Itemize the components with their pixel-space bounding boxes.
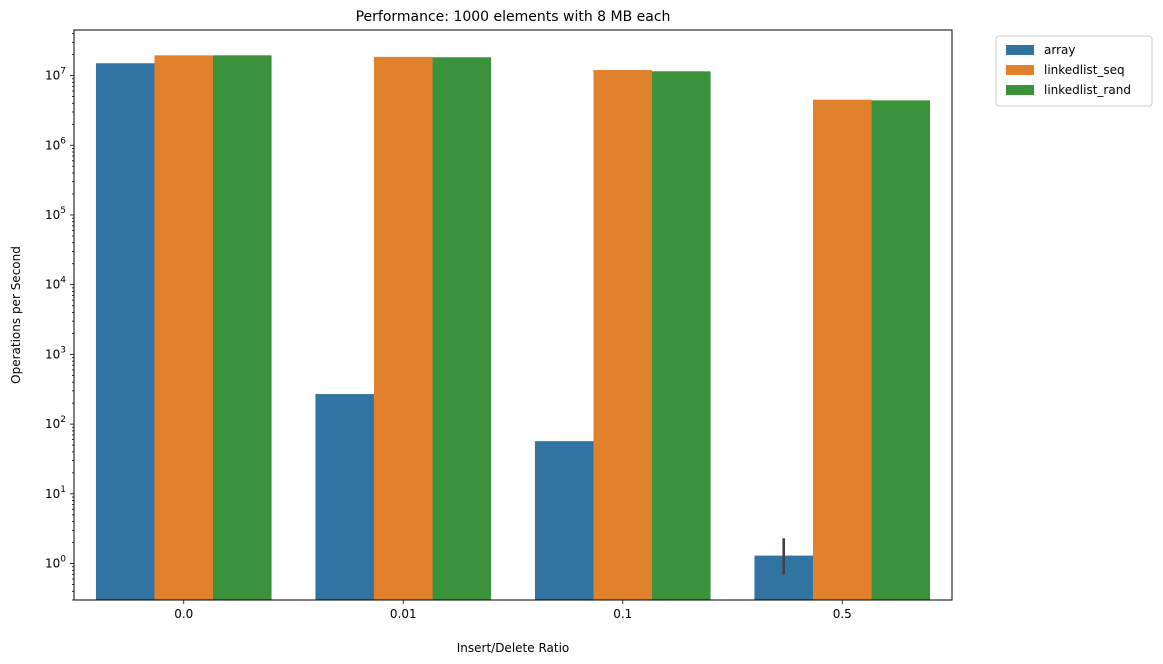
legend-swatch-array — [1006, 45, 1034, 55]
legend: array linkedlist_seq linkedlist_rand — [995, 35, 1153, 107]
legend-label-array: array — [1044, 43, 1075, 57]
x-ticks-group: 0.0 0.01 0.1 0.5 — [174, 600, 852, 621]
y-tick-label: 107 — [45, 67, 66, 83]
y-tick-label: 104 — [45, 276, 66, 292]
legend-box — [995, 35, 1153, 107]
x-tick-label: 0.5 — [833, 607, 852, 621]
bar-linkedlist_seq-0.0 — [154, 55, 214, 601]
x-tick-label: 0.01 — [390, 607, 417, 621]
x-tick-label: 0.1 — [613, 607, 632, 621]
bar-array-0.0 — [95, 63, 155, 600]
legend-label-linkedlist_seq: linkedlist_seq — [1044, 63, 1125, 77]
y-tick-label: 103 — [45, 345, 66, 361]
y-tick-label: 102 — [45, 415, 66, 431]
bar-linkedlist_rand-0.1 — [652, 71, 711, 600]
legend-label-linkedlist_rand: linkedlist_rand — [1044, 83, 1131, 97]
y-tick-label: 105 — [45, 206, 66, 222]
y-tick-label: 101 — [45, 485, 66, 501]
bar-linkedlist_seq-0.01 — [373, 56, 433, 600]
x-axis-title: Insert/Delete Ratio — [457, 641, 570, 655]
chart-title: Performance: 1000 elements with 8 MB eac… — [356, 9, 671, 25]
y-tick-label: 106 — [45, 136, 66, 152]
y-axis-title: Operations per Second — [9, 246, 23, 384]
x-tick-label: 0.0 — [174, 607, 193, 621]
bar-array-0.1 — [534, 441, 594, 600]
y-ticks-group: 100 101 102 103 104 105 106 107 — [45, 33, 74, 601]
y-tick-label: 100 — [45, 555, 66, 571]
bar-linkedlist_rand-0.5 — [871, 100, 931, 600]
bar-linkedlist_rand-0.0 — [213, 55, 272, 601]
bar-linkedlist_rand-0.01 — [432, 57, 492, 600]
bar-array-0.01 — [315, 394, 374, 600]
legend-swatch-linkedlist_seq — [1006, 65, 1034, 75]
bars-group — [95, 55, 931, 601]
axes-group — [73, 29, 953, 601]
bar-linkedlist_seq-0.5 — [812, 99, 872, 601]
plot-frame — [73, 29, 953, 601]
bar-linkedlist_seq-0.1 — [593, 70, 653, 600]
legend-swatch-linkedlist_rand — [1006, 85, 1034, 95]
